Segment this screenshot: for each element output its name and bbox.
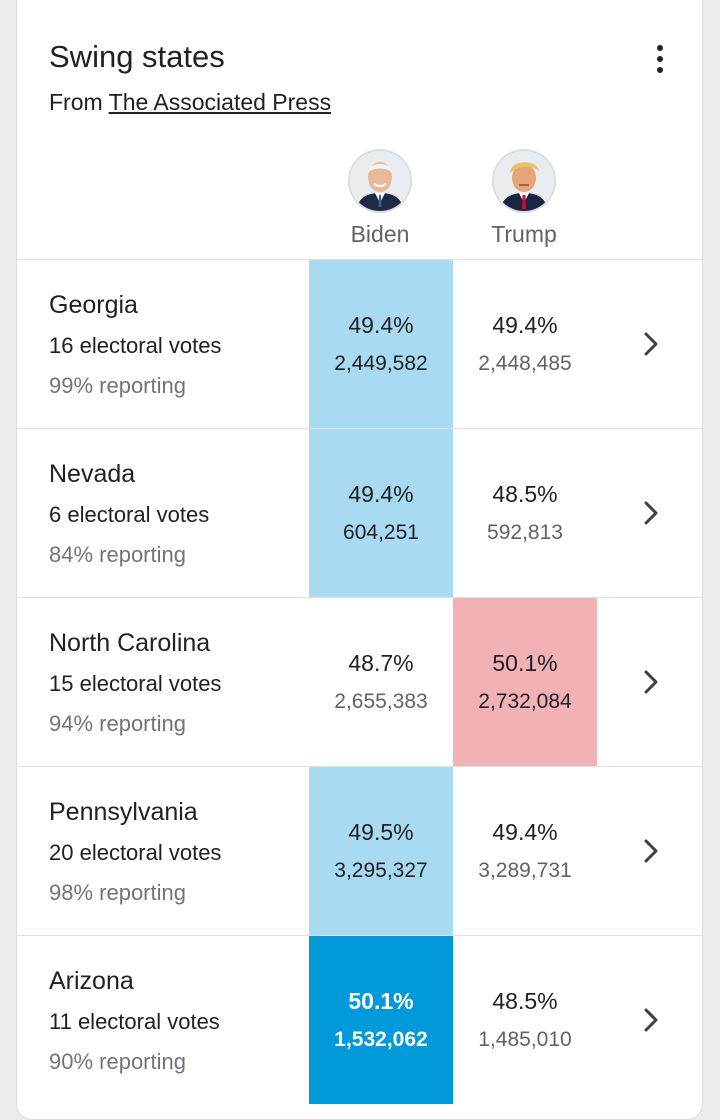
biden-result-cell: 49.4% 2,449,582 <box>309 260 453 428</box>
state-row-north-carolina[interactable]: North Carolina 15 electoral votes 94% re… <box>17 597 702 766</box>
state-row-georgia[interactable]: Georgia 16 electoral votes 99% reporting… <box>17 259 702 428</box>
reporting-status: 99% reporting <box>49 373 186 398</box>
biden-votes: 1,532,062 <box>334 1028 428 1051</box>
biden-portrait-icon <box>350 151 410 211</box>
reporting-status: 94% reporting <box>49 711 186 736</box>
chevron-right-icon[interactable] <box>637 497 665 529</box>
more-dot <box>657 45 663 51</box>
electoral-votes: 6 electoral votes <box>49 502 210 527</box>
card-source: From The Associated Press <box>49 87 331 117</box>
state-row-arizona[interactable]: Arizona 11 electoral votes 90% reporting… <box>17 935 702 1104</box>
candidate-name-trump: Trump <box>491 221 557 247</box>
biden-percent: 50.1% <box>348 988 414 1014</box>
chevron-right-icon[interactable] <box>637 328 665 360</box>
trump-percent: 48.5% <box>492 988 558 1014</box>
chevron-right-icon[interactable] <box>637 666 665 698</box>
electoral-votes: 15 electoral votes <box>49 671 222 696</box>
biden-votes: 2,449,582 <box>334 352 428 375</box>
card-title: Swing states <box>49 39 225 74</box>
biden-percent: 49.4% <box>348 312 414 338</box>
biden-result-cell: 49.5% 3,295,327 <box>309 767 453 935</box>
chevron-right-icon[interactable] <box>637 1004 665 1036</box>
biden-votes: 2,655,383 <box>334 690 428 713</box>
more-dot <box>657 67 663 73</box>
electoral-votes: 20 electoral votes <box>49 840 222 865</box>
electoral-votes: 11 electoral votes <box>49 1009 220 1034</box>
trump-result-cell: 48.5% 592,813 <box>453 429 597 597</box>
biden-votes: 604,251 <box>343 521 419 544</box>
state-name: Pennsylvania <box>49 798 198 826</box>
biden-percent: 49.4% <box>348 481 414 507</box>
biden-percent: 48.7% <box>348 650 414 676</box>
chevron-right-icon[interactable] <box>637 835 665 867</box>
trump-votes: 3,289,731 <box>478 859 572 882</box>
trump-result-cell: 49.4% 3,289,731 <box>453 767 597 935</box>
source-prefix: From <box>49 89 103 115</box>
reporting-status: 90% reporting <box>49 1049 186 1074</box>
source-link[interactable]: The Associated Press <box>108 89 332 115</box>
state-row-pennsylvania[interactable]: Pennsylvania 20 electoral votes 98% repo… <box>17 766 702 935</box>
reporting-status: 84% reporting <box>49 542 186 567</box>
state-name: Georgia <box>49 291 138 319</box>
trump-percent: 50.1% <box>492 650 558 676</box>
more-dot <box>657 56 663 62</box>
trump-percent: 49.4% <box>492 819 558 845</box>
swing-states-list: Georgia 16 electoral votes 99% reporting… <box>17 259 702 1104</box>
trump-votes: 592,813 <box>487 521 563 544</box>
electoral-votes: 16 electoral votes <box>49 333 222 358</box>
trump-avatar <box>492 149 556 213</box>
biden-result-cell: 50.1% 1,532,062 <box>309 936 453 1104</box>
more-options-icon[interactable] <box>645 37 675 81</box>
candidate-name-biden: Biden <box>350 221 410 247</box>
trump-result-cell: 48.5% 1,485,010 <box>453 936 597 1104</box>
biden-percent: 49.5% <box>348 819 414 845</box>
biden-result-cell: 48.7% 2,655,383 <box>309 598 453 766</box>
reporting-status: 98% reporting <box>49 880 186 905</box>
biden-result-cell: 49.4% 604,251 <box>309 429 453 597</box>
trump-votes: 1,485,010 <box>478 1028 572 1051</box>
trump-votes: 2,448,485 <box>478 352 572 375</box>
biden-votes: 3,295,327 <box>334 859 428 882</box>
trump-portrait-icon <box>494 151 554 211</box>
biden-avatar <box>348 149 412 213</box>
trump-percent: 49.4% <box>492 312 558 338</box>
swing-states-card: Swing states From The Associated Press <box>16 0 703 1120</box>
state-name: Arizona <box>49 967 134 995</box>
state-name: Nevada <box>49 460 136 488</box>
trump-percent: 48.5% <box>492 481 558 507</box>
trump-result-cell: 50.1% 2,732,084 <box>453 598 597 766</box>
trump-votes: 2,732,084 <box>478 690 572 713</box>
trump-result-cell: 49.4% 2,448,485 <box>453 260 597 428</box>
state-row-nevada[interactable]: Nevada 6 electoral votes 84% reporting 4… <box>17 428 702 597</box>
state-name: North Carolina <box>49 629 211 657</box>
